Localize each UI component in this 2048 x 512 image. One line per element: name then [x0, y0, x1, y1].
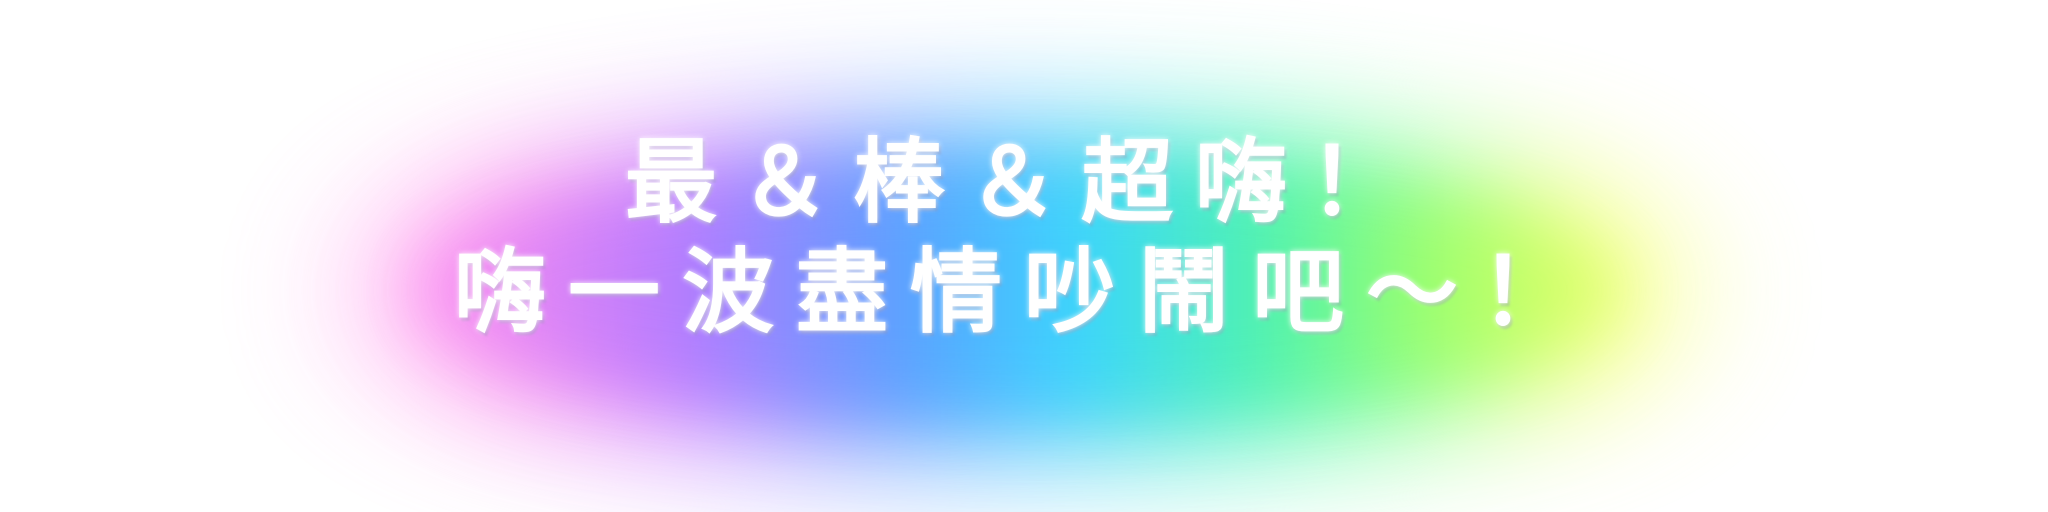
- banner-line-2: 嗨一波盡情吵鬧吧～！: [453, 238, 1594, 346]
- banner-line-1: 最＆棒＆超嗨！: [624, 129, 1423, 236]
- banner-text: 最＆棒＆超嗨！ 嗨一波盡情吵鬧吧～！: [0, 130, 2048, 346]
- rainbow-glow-inner: [420, 170, 1620, 410]
